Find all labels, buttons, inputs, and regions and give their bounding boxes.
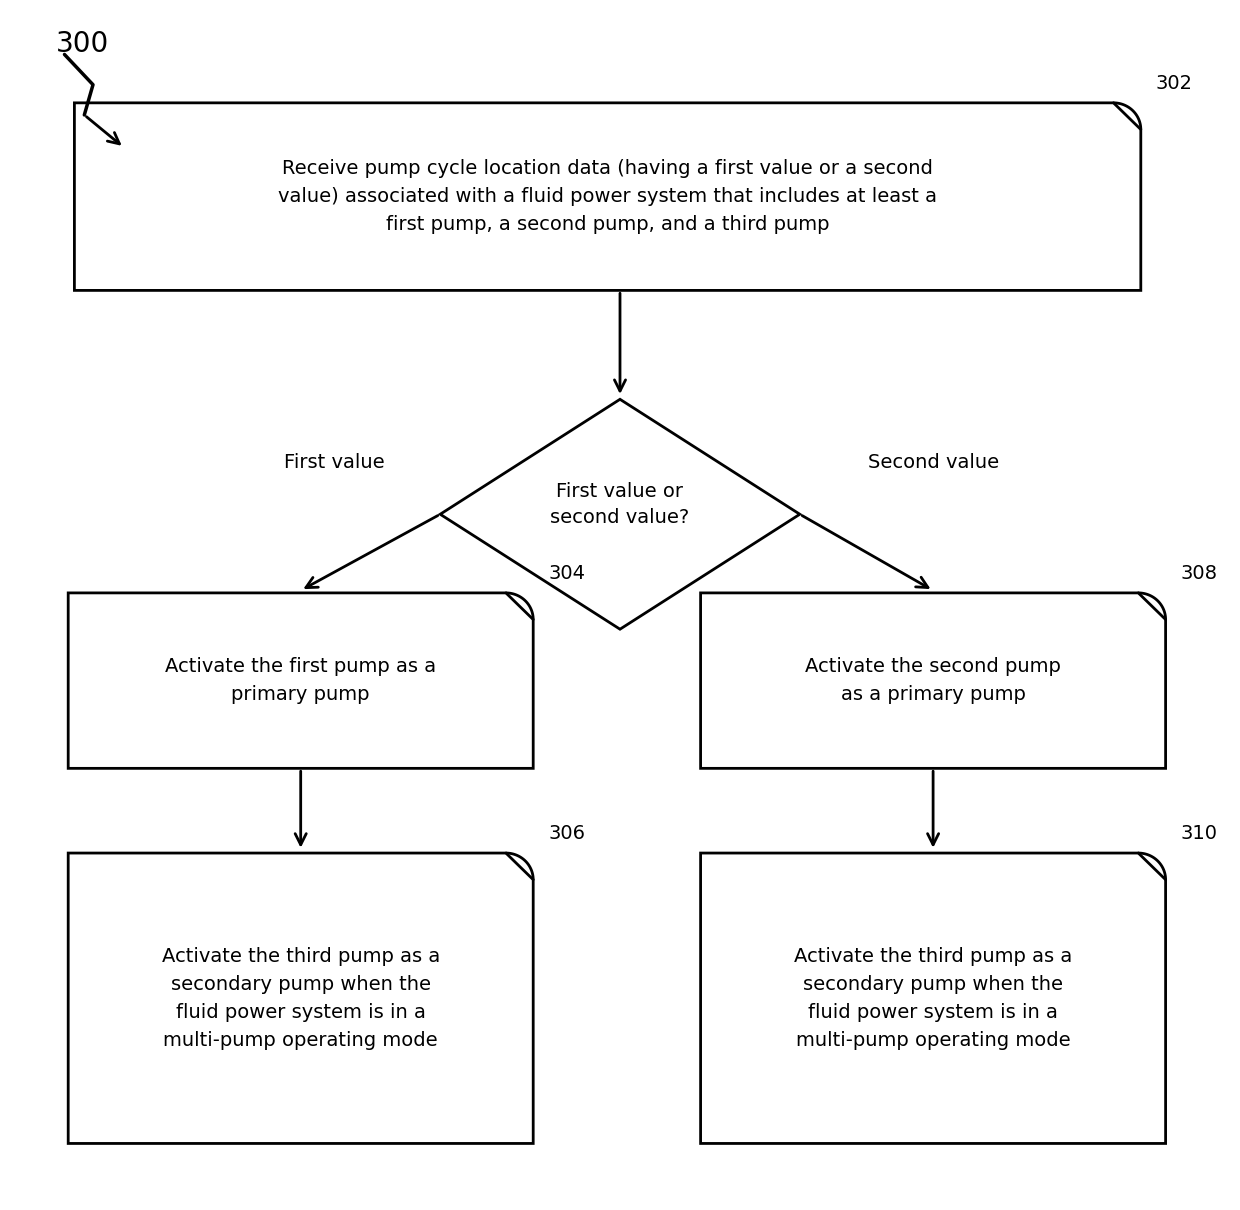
Text: 302: 302 [1156, 74, 1193, 93]
Text: Activate the third pump as a
secondary pump when the
fluid power system is in a
: Activate the third pump as a secondary p… [794, 946, 1073, 1050]
Text: Second value: Second value [868, 453, 999, 472]
Text: Activate the third pump as a
secondary pump when the
fluid power system is in a
: Activate the third pump as a secondary p… [161, 946, 440, 1050]
Text: Activate the second pump
as a primary pump: Activate the second pump as a primary pu… [805, 657, 1061, 704]
PathPatch shape [68, 853, 533, 1143]
PathPatch shape [701, 593, 1166, 768]
Text: 308: 308 [1180, 564, 1218, 583]
Text: 310: 310 [1180, 824, 1218, 843]
Text: First value or
second value?: First value or second value? [551, 482, 689, 528]
Text: 306: 306 [548, 824, 585, 843]
Text: 304: 304 [548, 564, 585, 583]
Text: First value: First value [284, 453, 384, 472]
PathPatch shape [74, 103, 1141, 290]
PathPatch shape [68, 593, 533, 768]
PathPatch shape [701, 853, 1166, 1143]
Text: 300: 300 [56, 30, 109, 58]
Polygon shape [440, 399, 800, 629]
Text: Receive pump cycle location data (having a first value or a second
value) associ: Receive pump cycle location data (having… [278, 160, 937, 234]
Text: Activate the first pump as a
primary pump: Activate the first pump as a primary pum… [165, 657, 436, 704]
